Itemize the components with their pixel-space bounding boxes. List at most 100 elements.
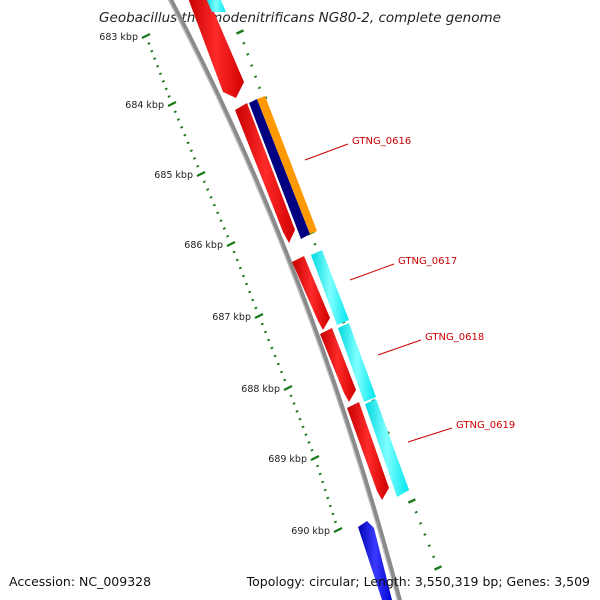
gene-cds-arrow xyxy=(320,328,356,402)
ruler-dot xyxy=(304,433,308,437)
ruler-dot xyxy=(209,195,213,199)
gene-cds-arrow xyxy=(292,256,330,330)
ruler-dot xyxy=(298,417,302,421)
gene-cds-arrow xyxy=(358,521,392,600)
ruler-dot xyxy=(326,496,330,500)
ruler-dot xyxy=(328,504,332,508)
gene-cds-arrow xyxy=(235,103,295,243)
ruler-dot xyxy=(273,354,277,358)
label-leader-lines xyxy=(304,143,453,443)
ruler-dot xyxy=(219,219,223,223)
label-leader-line xyxy=(377,339,422,356)
ruler-dot xyxy=(226,234,230,238)
ruler-tick xyxy=(141,33,151,39)
ruler-tick-label: 684 kbp xyxy=(125,100,164,111)
ruler-dot xyxy=(323,488,327,492)
gene-label-GTNG_0619: GTNG_0619 xyxy=(456,420,515,431)
genome-summary: Topology: circular; Length: 3,550,319 bp… xyxy=(246,574,590,589)
gene-rna-arrow xyxy=(365,399,409,497)
ruler-tick xyxy=(333,527,343,533)
ruler-dot xyxy=(158,72,163,76)
ruler-dot xyxy=(310,448,314,452)
accession-label: Accession: NC_009328 xyxy=(9,574,152,589)
ruler-dot xyxy=(292,402,296,405)
ruler-dot xyxy=(267,338,271,342)
feature-tick xyxy=(250,64,254,67)
ruler-dot xyxy=(276,362,280,366)
feature-tick xyxy=(342,320,346,324)
ruler-tick xyxy=(167,101,177,107)
feature-tick xyxy=(236,29,244,35)
ruler-dot xyxy=(155,64,160,68)
ruler-tick xyxy=(283,385,293,391)
ruler-dot xyxy=(321,480,325,484)
ruler-dot xyxy=(167,95,171,98)
ruler-dot xyxy=(222,227,226,230)
feature-tick xyxy=(257,86,262,90)
ruler-dot xyxy=(241,274,246,278)
label-leader-line xyxy=(304,143,349,161)
ruler-dot xyxy=(161,79,165,83)
ruler-dotted-line xyxy=(147,42,338,524)
ruler-dot xyxy=(248,290,252,294)
ruler-tick xyxy=(226,241,236,247)
ruler-dot xyxy=(147,42,151,45)
genome-backbone xyxy=(167,0,402,600)
ruler-dot xyxy=(232,250,236,254)
ruler-dot xyxy=(270,346,274,350)
feature-tick xyxy=(427,544,431,548)
gene-label-GTNG_0618: GTNG_0618 xyxy=(425,332,484,343)
ruler-dot xyxy=(180,125,184,129)
gene-cds-arrow xyxy=(188,0,244,98)
ruler-dot xyxy=(189,149,193,153)
ruler-tick-label: 683 kbp xyxy=(99,32,138,43)
ruler-dot xyxy=(244,282,249,286)
feature-tick xyxy=(246,52,250,56)
ruler-dot xyxy=(212,203,216,207)
ruler-dot xyxy=(202,180,206,184)
ruler-dot xyxy=(176,118,181,121)
feature-tick xyxy=(253,75,258,79)
gene-cds-arrow xyxy=(347,402,389,500)
gene-cog-track xyxy=(257,96,317,234)
ruler-dot xyxy=(331,512,335,516)
ruler-dot xyxy=(238,266,242,270)
ruler-tick-label: 690 kbp xyxy=(291,526,330,537)
ruler-dot xyxy=(192,157,197,160)
ruler-dot xyxy=(183,133,187,137)
ruler-dot xyxy=(254,306,258,310)
ruler-dot xyxy=(279,370,284,374)
ruler-tick-label: 688 kbp xyxy=(241,384,280,395)
ruler-tick xyxy=(196,171,206,177)
feature-tick xyxy=(407,498,416,504)
ruler-dot xyxy=(333,520,338,524)
feature-tick xyxy=(423,533,427,536)
ruler-dot xyxy=(315,464,320,468)
ruler-labels: 683 kbp 684 kbp 685 kbp 686 kbp 687 kbp 688 k… xyxy=(99,32,330,537)
ruler-dot xyxy=(196,164,200,168)
ruler-dot xyxy=(283,378,287,382)
genome-backbone-highlight xyxy=(167,0,398,600)
ruler-dot xyxy=(235,258,239,262)
ruler-tick-label: 686 kbp xyxy=(184,240,223,251)
feature-tick xyxy=(432,555,436,559)
ruler-dot xyxy=(318,472,322,476)
ruler-dot xyxy=(164,87,168,91)
feature-tick xyxy=(242,41,246,45)
gene-rna-arrow xyxy=(206,0,226,12)
ruler-dot xyxy=(173,110,177,114)
ruler-tick xyxy=(310,455,320,461)
ruler-dot xyxy=(295,409,299,413)
gene-cog-track xyxy=(249,99,310,239)
ruler-ticks xyxy=(141,33,343,533)
ruler-dot xyxy=(150,49,154,53)
gene-label-GTNG_0616: GTNG_0616 xyxy=(352,136,411,147)
gene-label-GTNG_0617: GTNG_0617 xyxy=(398,256,457,267)
ruler-tick-label: 685 kbp xyxy=(154,170,193,181)
ruler-tick xyxy=(254,313,264,319)
ruler-tick-label: 689 kbp xyxy=(268,454,307,465)
feature-tick xyxy=(414,510,418,514)
ruler-dot xyxy=(153,57,157,61)
feature-tick xyxy=(313,242,317,246)
